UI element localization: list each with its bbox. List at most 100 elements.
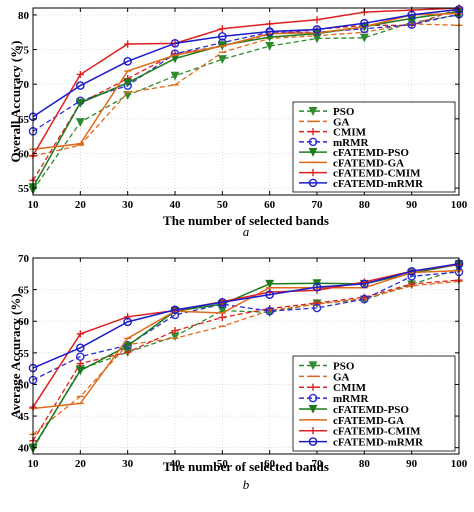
legend-label: cFATEMD-mRMR [333,178,424,190]
marker-triangle [75,98,85,108]
y-ticks: 55 60 65 70 75 80 [18,10,459,195]
panel-caption: b [243,477,250,492]
y-tick-label: 80 [18,10,30,22]
x-tick-label: 90 [406,199,418,211]
x-tick-label: 20 [75,199,87,211]
marker-triangle [123,341,133,351]
marker-circle [308,137,318,147]
y-ticks: 40 45 50 55 60 65 70 [18,253,459,455]
legend-entry: cFATEMD-mRMR [299,178,424,190]
y-tick-label: 50 [18,379,30,391]
marker-circle [308,393,318,403]
x-tick-label: 40 [170,458,182,470]
series-line [32,263,460,449]
y-tick-label: 60 [18,316,30,328]
legend-label: cFATEMD-GA [333,415,404,427]
marker-circle [312,303,322,313]
series-line [32,8,460,118]
series-cfatemd-mrmr [28,259,464,373]
y-tick-label: 55 [18,183,30,195]
series-cfatemd-mrmr [28,5,464,122]
x-tick-label: 100 [451,458,468,470]
legend-label: GA [333,116,350,128]
x-ticks: 10 20 30 40 50 60 70 80 90 100 [28,258,468,470]
legend-label: PSO [333,106,355,118]
legend-label: PSO [333,360,355,372]
series-line [32,10,460,188]
legend-label: cFATEMD-GA [333,157,404,169]
marker-triangle [265,41,275,51]
x-tick-label: 30 [122,458,134,470]
marker-circle [76,352,85,361]
legend-label: cFATEMD-mRMR [333,437,424,449]
x-tick-label: 80 [359,199,371,211]
legend-entry: CMIM [299,382,367,394]
legend-box [292,101,456,193]
series-line [32,23,460,157]
legend-entry: PSO [299,106,355,118]
legend-label: CMIM [333,382,367,394]
marker-circle [218,32,227,41]
marker-circle [265,27,274,36]
marker-triangle [308,107,318,116]
legend-entry: cFATEMD-GA [299,415,404,427]
plot-frame [32,7,460,196]
marker-triangle [265,279,275,289]
marker-circle [312,25,322,34]
marker-circle [308,437,318,446]
x-tick-label: 70 [312,458,324,470]
marker-triangle [308,404,318,414]
marker-circle [407,266,416,276]
legend-entry: PSO [299,360,355,372]
marker-circle [360,18,369,28]
y-tick-label: 70 [18,253,30,265]
x-tick-label: 60 [264,199,276,211]
y-axis-label: Average Accuracy (%) [8,293,23,418]
x-tick-label: 90 [406,458,418,470]
marker-triangle [75,366,85,376]
legend-entry: mRMR [299,137,369,149]
plot-frame [32,257,460,455]
x-axis-label: The number of selected bands [163,459,329,474]
x-tick-label: 70 [312,199,324,211]
marker-triangle [308,361,318,371]
legend-entry: cFATEMD-PSO [299,147,409,159]
marker-circle [265,290,274,299]
legend-label: cFATEMD-CMIM [333,426,421,438]
x-tick-label: 40 [170,199,182,211]
y-tick-label: 65 [18,114,30,126]
marker-circle [170,39,180,48]
marker-triangle [123,78,133,88]
chart-a: 10 20 30 40 50 60 70 80 90 100 55 60 65 70 75 80 The num… [8,4,468,239]
legend-entry: GA [299,116,350,128]
y-axis-label: Overall Accuracy (%) [8,40,23,162]
marker-circle [360,279,369,289]
y-tick-label: 40 [18,443,30,455]
y-tick-label: 65 [18,285,30,297]
legend: PSOGACMIMmRMRcFATEMD-PSOcFATEMD-GAcFATEM… [292,101,456,193]
series-line [32,12,460,151]
panel-caption: a [243,224,250,239]
legend-entry: cFATEMD-CMIM [299,426,421,438]
series-line [32,263,460,408]
x-tick-label: 100 [451,199,468,211]
marker-circle [308,178,318,188]
y-tick-label: 75 [18,45,30,57]
y-tick-label: 45 [18,411,30,423]
series-line [32,280,460,435]
y-tick-label: 70 [18,79,30,91]
legend-label: mRMR [333,137,369,149]
legend-label: mRMR [333,393,369,405]
marker-triangle [217,55,227,64]
legend-label: CMIM [333,127,367,139]
marker-circle [218,297,227,307]
x-tick-label: 10 [28,458,40,470]
marker-circle [123,317,132,327]
legend-entry: cFATEMD-CMIM [299,168,421,180]
marker-triangle [308,148,318,157]
y-tick-label: 60 [18,148,30,160]
x-tick-label: 30 [122,199,134,211]
legend-label: cFATEMD-PSO [333,147,409,159]
marker-circle [76,81,85,90]
